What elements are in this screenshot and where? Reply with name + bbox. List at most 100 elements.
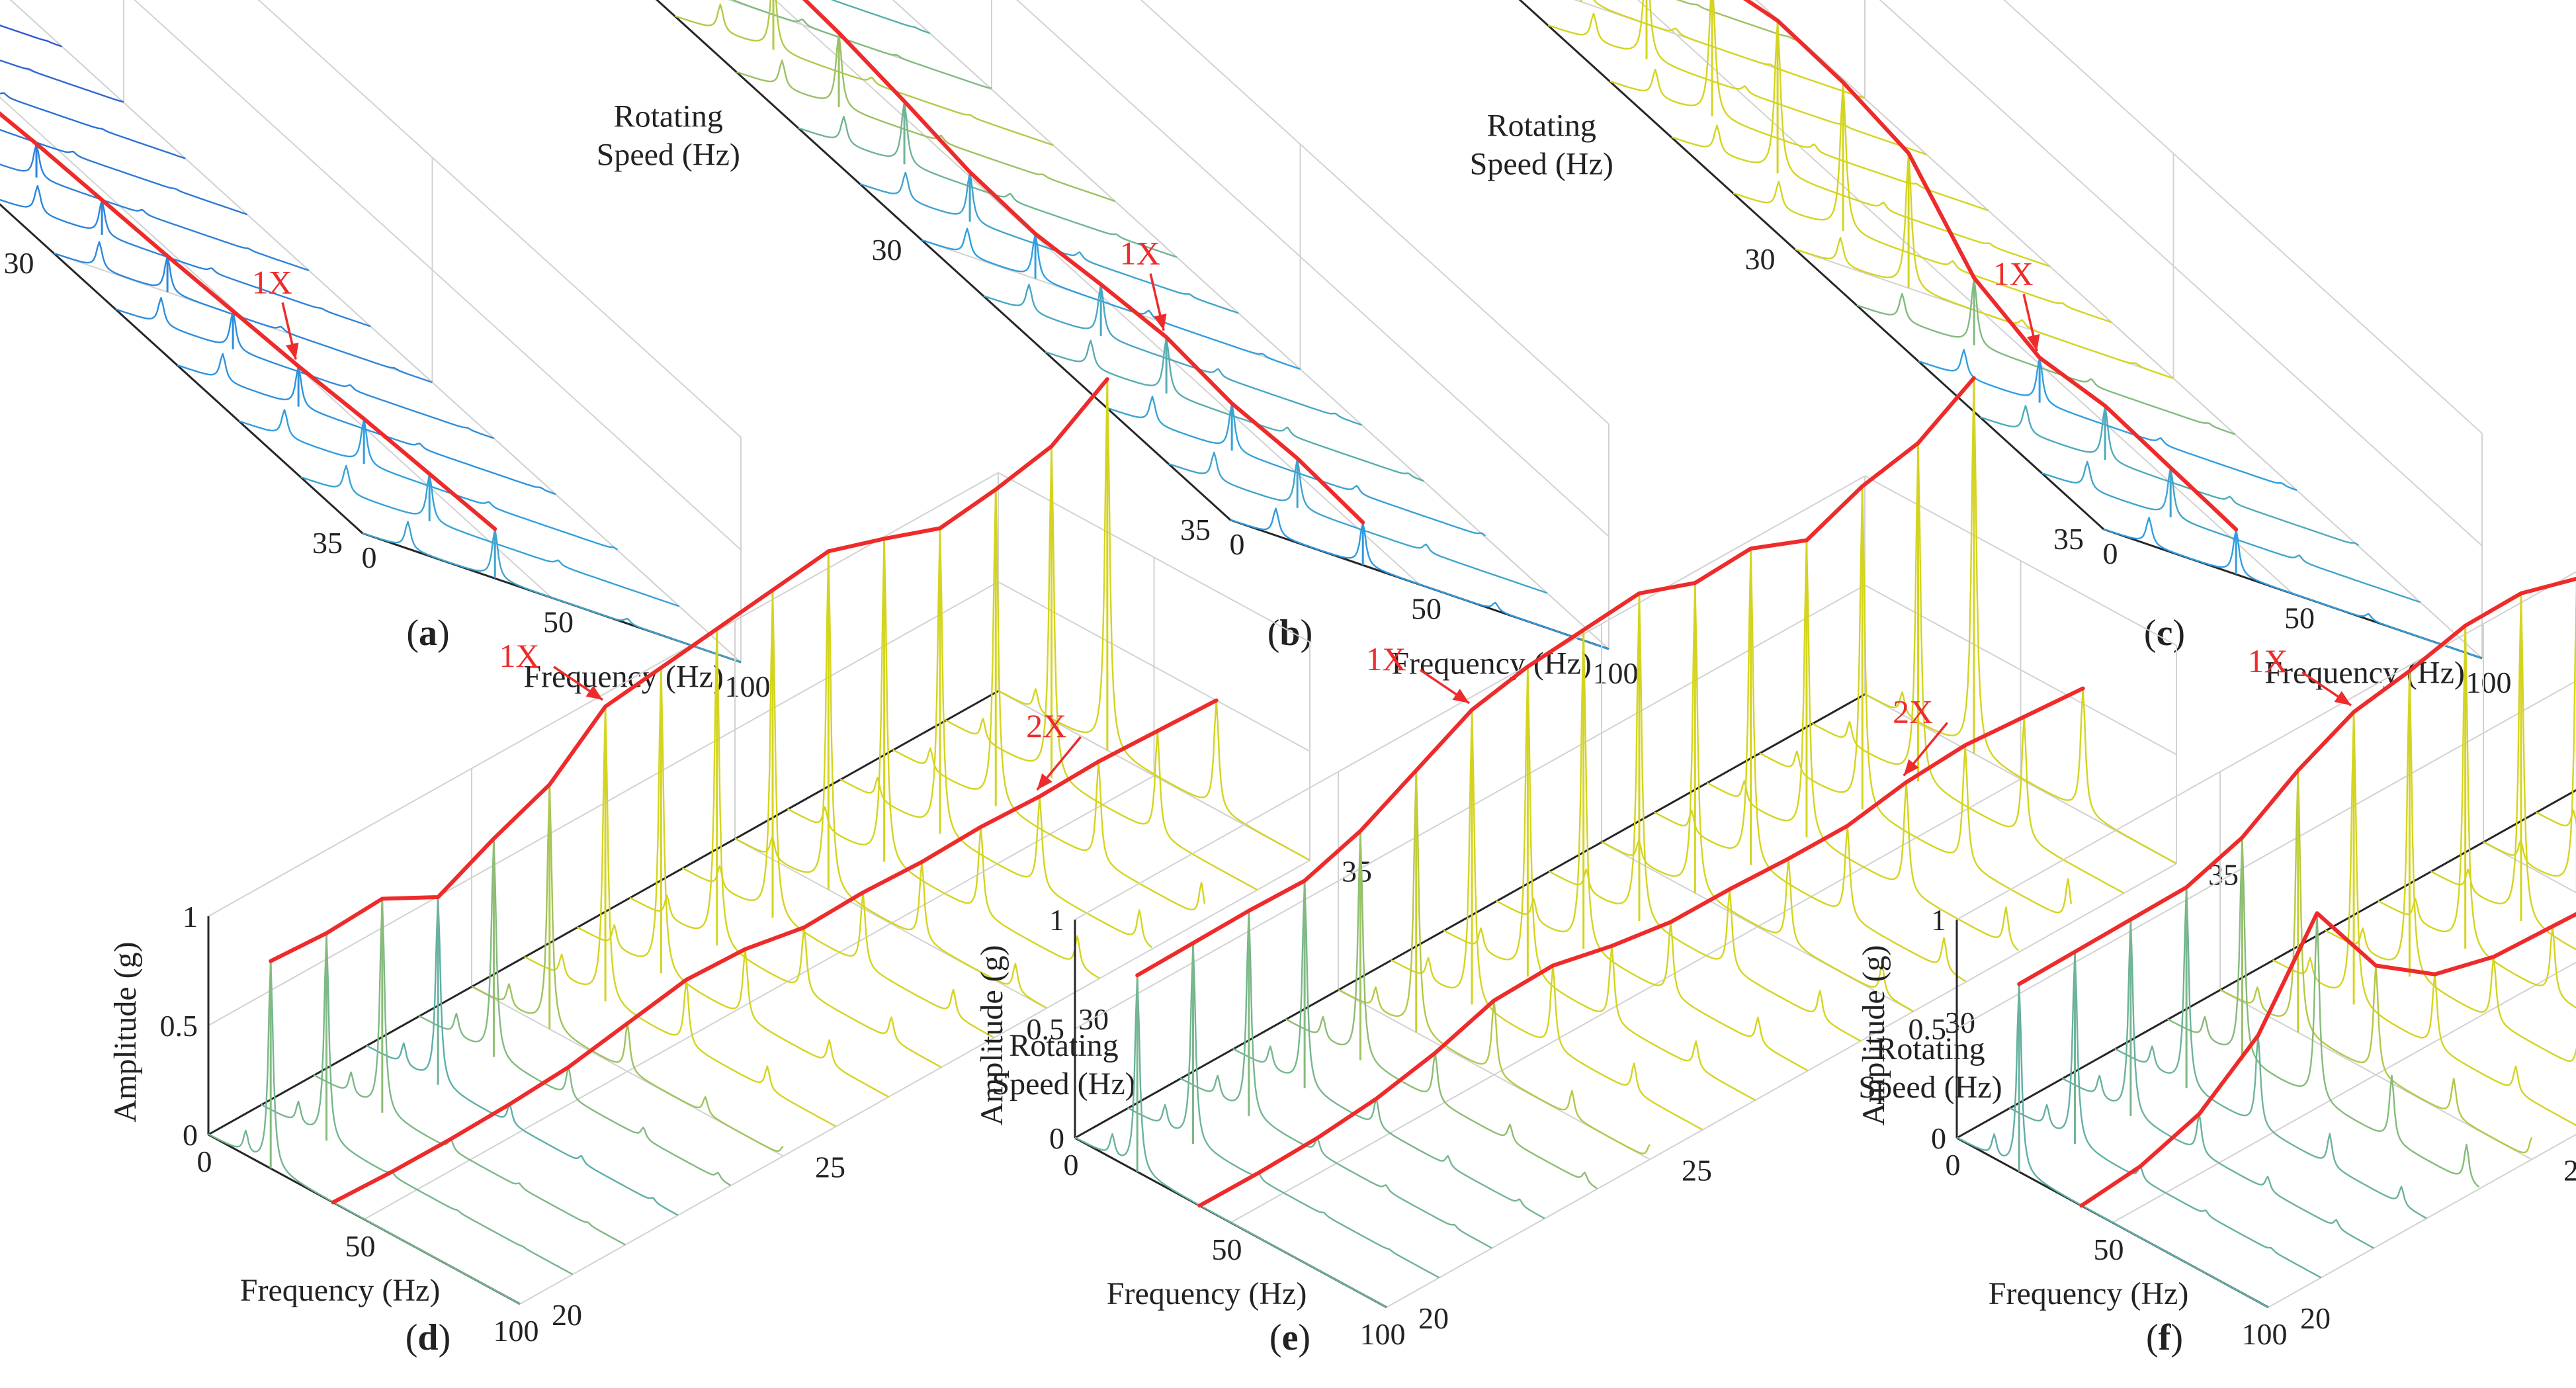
gridline: [0, 96, 552, 599]
spectrum-trace: [1593, 0, 1866, 99]
y-tick-label: 30: [1078, 1002, 1109, 1036]
x-tick-label: 50: [1212, 1233, 1242, 1266]
spectrum-trace: [239, 409, 619, 550]
y-tick-label: 30: [1745, 242, 1776, 276]
spectrum-traces: [674, 0, 1610, 650]
annotation-arrowhead: [2334, 691, 2352, 706]
annotation-arrowhead: [1903, 759, 1919, 776]
spectrum-trace: [983, 283, 1363, 426]
spectrum-trace: [1706, 539, 2019, 951]
z-axis-label: Amplitude (g): [974, 945, 1009, 1125]
spectrum-trace: [54, 241, 433, 384]
y-axis-line: [1956, 789, 2576, 1139]
spectrum-trace: [2272, 711, 2576, 1127]
spectrum-trace: [2167, 836, 2480, 1188]
x-axis-label: Frequency (Hz): [1989, 1276, 2189, 1311]
spectrum-trace: [1107, 396, 1486, 537]
spectrum-trace: [922, 228, 1301, 370]
z-tick-label: 0: [183, 1118, 198, 1152]
gridline: [1074, 475, 1866, 920]
spectrum-trace: [1956, 982, 2269, 1309]
spectrum-trace: [0, 128, 247, 216]
annotation-arrowhead: [2026, 333, 2040, 351]
panel-caption: (a): [406, 613, 449, 654]
one-x-envelope: [269, 377, 1109, 963]
annotation-1x: 1X: [1366, 640, 1471, 705]
annotation-1x: 1X: [499, 637, 604, 701]
annotation-label: 1X: [252, 263, 292, 300]
x-tick-label: 100: [1360, 1317, 1406, 1351]
y-axis-line: [1518, 0, 2105, 531]
annotation-arrowhead: [1452, 689, 1470, 703]
spectrum-trace: [300, 464, 680, 607]
x-axis-label: Frequency (Hz): [1107, 1276, 1307, 1311]
x-tick-label: 0: [2103, 537, 2118, 570]
x-tick-label: 0: [1946, 1148, 1961, 1182]
gridline: [364, 775, 1154, 1220]
spectrum-trace: [2325, 670, 2576, 1062]
annotation-1x: 1X: [1993, 255, 2040, 351]
gridline: [208, 472, 999, 917]
annotation-2x: 2X: [1026, 707, 1082, 791]
gridline: [257, 0, 742, 438]
two-x-envelope: [2079, 911, 2576, 1208]
z-tick-label: 1: [1931, 903, 1946, 937]
spectrum-traces: [0, 24, 742, 664]
spectrum-trace: [1676, 0, 1804, 44]
y-axis-label-line2: Speed (Hz): [1858, 1070, 2002, 1105]
spectrum-trace: [1548, 592, 1861, 1042]
spectrum-traces: [1074, 377, 2177, 1309]
panel-b: 1X05010020253035050100Frequency (Hz)Rota…: [597, 0, 1639, 690]
one-x-envelope: [0, 111, 497, 531]
z-axis-label: Amplitude (g): [108, 941, 143, 1122]
panel-caption: (c): [2144, 613, 2185, 654]
x-tick-label: 50: [543, 605, 574, 639]
gridline: [656, 0, 1231, 521]
spectrum-trace: [2103, 517, 2483, 660]
panel-c: 1X05010020253035050100Frequency (Hz)Rota…: [1470, 0, 2512, 699]
y-tick-label: 20: [552, 1298, 582, 1332]
spectrum-trace: [0, 143, 310, 271]
annotation-label: 2X: [1893, 693, 1933, 730]
spectrum-trace: [1230, 507, 1610, 650]
z-tick-label: 0: [1931, 1121, 1946, 1155]
gridline: [0, 60, 124, 103]
y-tick-label: 35: [2053, 522, 2084, 556]
gridline: [1879, 0, 2483, 546]
one-x-envelope: [802, 0, 1365, 525]
spectrum-trace: [0, 24, 63, 48]
spectrum-trace: [2061, 918, 2374, 1249]
gridline: [1230, 778, 2021, 1223]
gridline: [9, 0, 742, 663]
spectrum-trace: [576, 666, 889, 1098]
gridline: [727, 0, 992, 90]
two-x-envelope: [1197, 686, 2085, 1208]
y-axis-line: [1074, 693, 1866, 1139]
spectrum-trace: [0, 59, 124, 103]
z-tick-label: 1: [183, 900, 198, 933]
spectrum-trace: [177, 353, 556, 496]
spectrum-trace: [2114, 886, 2427, 1219]
y-tick-label: 20: [1418, 1301, 1449, 1335]
y-axis-line: [655, 0, 1232, 521]
spectrum-trace: [1980, 405, 2360, 546]
y-axis-label-line1: Rotating: [1009, 1028, 1118, 1063]
spectrum-trace: [629, 628, 942, 1068]
spectrum-trace: [1547, 0, 1927, 155]
spectrum-trace: [681, 589, 994, 1039]
spectrum-trace: [362, 521, 742, 664]
tick-labels: 05010020253035050100: [4, 246, 771, 703]
annotation-1x: 1X: [1120, 235, 1167, 331]
spectrum-trace: [1285, 830, 1598, 1190]
spectrum-trace: [998, 378, 1310, 861]
y-tick-label: 35: [1180, 513, 1211, 546]
annotation-1x: 1X: [252, 263, 299, 360]
spectrum-trace: [1180, 910, 1492, 1249]
x-axis-label: Frequency (Hz): [1391, 646, 1592, 681]
x-tick-label: 100: [494, 1314, 539, 1348]
annotation-arrowhead: [1153, 313, 1167, 331]
spectrum-trace: [1338, 769, 1651, 1154]
gridline: [2483, 842, 2576, 894]
spectrum-trace: [892, 488, 1205, 911]
